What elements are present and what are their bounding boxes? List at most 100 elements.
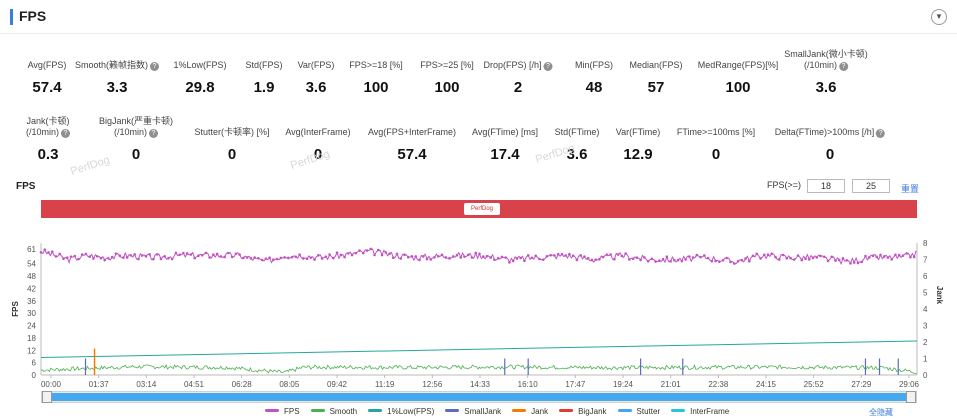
x-tick-label: 08:05: [279, 380, 300, 388]
fps-point: [500, 255, 504, 259]
legend-item[interactable]: Stutter: [617, 407, 660, 416]
fps-point: [751, 254, 755, 258]
fps-point: [197, 254, 200, 258]
fps-point: [369, 247, 373, 251]
metric-value: 0: [313, 146, 323, 163]
fps-point: [347, 252, 350, 255]
fps-point: [328, 253, 331, 256]
reset-link[interactable]: 重置: [901, 184, 920, 194]
fps-point: [568, 252, 571, 256]
fps-point: [841, 256, 845, 260]
fps-point: [792, 258, 796, 261]
legend-item[interactable]: FPS: [265, 407, 300, 416]
metric-label-text: Delta(FTime)>100ms [/h]: [774, 127, 875, 137]
zoom-handle-right[interactable]: [906, 391, 916, 403]
metric-value: 0: [825, 146, 835, 163]
fps-point: [129, 254, 133, 257]
y-tick-label: 18: [27, 334, 36, 343]
help-icon[interactable]: ?: [150, 62, 160, 71]
fps-point: [725, 256, 729, 260]
fps-point: [871, 254, 875, 258]
y2-tick-label: 6: [923, 272, 928, 281]
help-icon[interactable]: ?: [543, 62, 553, 71]
fps-point: [279, 256, 283, 260]
fps-point: [909, 255, 912, 259]
metric-label-unit-text: (/10min): [803, 60, 838, 70]
fps-point: [185, 252, 189, 255]
x-tick-label: 06:28: [232, 380, 253, 388]
fps-point: [77, 257, 80, 261]
y-tick-label: 42: [27, 284, 36, 293]
legend-item[interactable]: Smooth: [310, 407, 357, 416]
legend-item[interactable]: 1%Low(FPS): [368, 407, 434, 416]
fps-point: [230, 255, 234, 259]
collapse-chevron-icon[interactable]: ▼: [931, 9, 947, 25]
fps-point: [433, 255, 436, 259]
y2-axis-label: Jank: [935, 286, 944, 305]
metric-label-unit-text: (/10min): [113, 127, 148, 137]
fps-point: [658, 259, 661, 263]
fps-point: [639, 258, 642, 262]
legend-swatch: [368, 409, 383, 412]
metric-value: 100: [363, 79, 389, 96]
fps-point: [804, 257, 807, 261]
fps-point: [178, 253, 181, 256]
metric-label: Delta(FTime)>100ms [/h]?: [774, 127, 886, 138]
help-icon[interactable]: ?: [876, 129, 886, 138]
hide-all-link[interactable]: 全隐藏: [869, 408, 893, 417]
fps-point: [122, 256, 125, 259]
fps-threshold-input-1[interactable]: [807, 179, 845, 193]
fps-point: [822, 255, 826, 259]
metric-label-text: 1%Low(FPS): [173, 60, 227, 70]
zoom-range-thumb[interactable]: [52, 393, 906, 401]
fps-point: [669, 260, 672, 263]
legend-swatch: [671, 409, 686, 412]
metric-value: 0: [227, 146, 237, 163]
fps-point: [755, 252, 759, 256]
fps-point: [204, 251, 208, 255]
fps-point: [706, 256, 710, 260]
metric-metrics_row2-6: Std(FTime) 3.6: [555, 127, 600, 164]
help-icon[interactable]: ?: [61, 129, 71, 138]
legend-item[interactable]: BigJank: [559, 407, 607, 416]
y2-tick-label: 0: [923, 371, 928, 380]
fps-point: [208, 256, 211, 259]
help-icon[interactable]: ?: [839, 62, 849, 71]
fps-point: [549, 253, 552, 257]
metric-value: 48: [585, 79, 603, 96]
fps-point: [298, 253, 301, 256]
metric-metrics_row1-5: FPS>=18 [%] 100: [349, 60, 403, 97]
y-tick-label: 61: [27, 245, 36, 254]
x-tick-label: 03:14: [136, 380, 157, 388]
metric-label: FTime>=100ms [%]: [677, 127, 755, 138]
fps-point: [358, 249, 361, 252]
fps-point: [335, 251, 339, 254]
fps-point: [54, 255, 58, 258]
y2-tick-label: 8: [923, 239, 928, 248]
metric-label: Drop(FPS) [/h]?: [483, 60, 553, 71]
fps-point: [714, 259, 717, 263]
metric-label-text: FPS>=18 [%]: [349, 60, 403, 70]
x-tick-label: 01:37: [89, 380, 110, 388]
legend-item[interactable]: SmallJank: [445, 407, 501, 416]
x-tick-label: 17:47: [565, 380, 586, 388]
help-icon[interactable]: ?: [149, 129, 159, 138]
fps-point: [496, 256, 500, 260]
chart-zoom-scrollbar[interactable]: [41, 391, 917, 403]
metric-value: 100: [725, 79, 751, 96]
x-tick-label: 12:56: [422, 380, 443, 388]
legend-item[interactable]: InterFrame: [671, 407, 729, 416]
x-tick-label: 09:42: [327, 380, 348, 388]
fps-point: [759, 257, 762, 260]
metric-label-text: Var(FTime): [615, 127, 661, 137]
smooth-line: [40, 364, 917, 374]
zoom-handle-left[interactable]: [42, 391, 52, 403]
fps-point: [511, 259, 515, 263]
metric-metrics_row1-1: Smooth(籁帧指数)? 3.3: [75, 60, 160, 97]
fps-point: [747, 259, 751, 263]
fps-point: [766, 253, 770, 257]
legend-item[interactable]: Jank: [512, 407, 548, 416]
fps-point: [65, 256, 69, 260]
fps-threshold-input-2[interactable]: [852, 179, 890, 193]
fps-point: [575, 258, 579, 262]
